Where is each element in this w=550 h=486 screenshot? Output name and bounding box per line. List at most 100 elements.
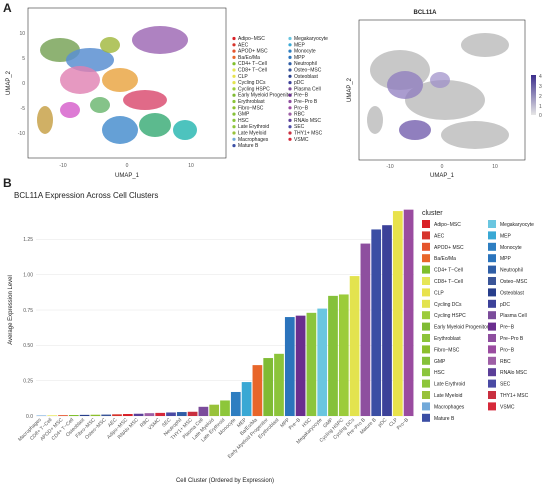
legend-swatch [422, 265, 430, 274]
umap-legend-dot [288, 62, 292, 66]
umap-right-xtick: -10 [386, 164, 393, 170]
umap-legend-dot [288, 118, 292, 122]
grey-cloud [461, 33, 509, 57]
umap-legend-dot [288, 49, 292, 53]
bar [360, 243, 371, 416]
umap-legend-dot [232, 55, 236, 60]
legend-swatch [422, 402, 430, 411]
x-tick-label: AEC [107, 417, 119, 429]
umap-legend-dot [232, 125, 236, 129]
legend-swatch [422, 379, 430, 388]
umap-left-ylabel: UMAP_2 [6, 70, 12, 95]
bar [144, 413, 155, 416]
umap-legend-label: Osteoblast [294, 74, 319, 80]
x-tick-label: Pre−B [288, 417, 303, 432]
legend-label: Late Myeloid [434, 393, 463, 399]
bar [220, 400, 230, 416]
legend-swatch [488, 345, 496, 354]
x-tick-label: Pro−B [396, 417, 411, 432]
umap-right-points [367, 33, 509, 149]
colorbar-tick: 3 [539, 84, 542, 90]
legend-swatch [488, 334, 496, 342]
cluster-blob [60, 66, 100, 94]
y-tick-label: 1.00 [23, 272, 33, 278]
y-tick-label: 0.75 [23, 308, 33, 314]
bar [68, 415, 79, 416]
x-tick-label: CLP [388, 417, 400, 429]
legend-label: RNAlo MSC [500, 370, 527, 376]
legend-swatch [422, 322, 430, 331]
umap-left-ytick: 0 [22, 81, 25, 87]
umap-right-xtick: 0 [441, 164, 444, 170]
bar [392, 211, 403, 416]
colorbar-tick: 4 [539, 74, 542, 80]
umap-legend-label: THY1+ MSC [294, 131, 323, 137]
legend-swatch [488, 368, 496, 377]
umap-legend-label: CD4+ T−Cell [238, 61, 267, 67]
umap-legend-dot [288, 36, 292, 41]
umap-legend-label: AEC [238, 42, 249, 48]
grey-cloud [441, 121, 509, 149]
cluster-blob [102, 68, 138, 92]
legend-swatch [488, 356, 496, 365]
legend-swatch [422, 299, 430, 308]
legend-label: CD4+ T−Cell [434, 268, 463, 274]
umap-legend-label: Early Myeloid Progenitor [238, 93, 293, 99]
bar [382, 225, 392, 416]
legend-label: MPP [500, 256, 512, 262]
umap-legend-label: GMP [238, 112, 250, 118]
legend-swatch [422, 391, 430, 399]
umap-legend-dot [232, 99, 236, 104]
bar [371, 229, 382, 416]
y-tick-label: 0.50 [23, 343, 33, 349]
umap-legend-dot [232, 112, 236, 116]
legend-swatch [488, 391, 496, 399]
umap-left-clusters [37, 26, 197, 144]
cluster-blob [66, 48, 114, 72]
umap-left-ytick: -10 [18, 131, 25, 137]
legend-swatch [422, 277, 430, 285]
x-tick-label: VSMC [147, 417, 162, 432]
legend-title: cluster [422, 210, 443, 217]
umap-legend-label: CLP [238, 74, 248, 80]
bar [58, 415, 68, 416]
legend-label: Fibro−MSC [434, 347, 460, 353]
legend-label: Cycling DCs [434, 302, 462, 308]
legend-swatch [488, 379, 496, 388]
umap-legend-dot [232, 68, 236, 72]
panel-b-letter: B [3, 176, 12, 190]
bar [36, 415, 47, 416]
umap-legend-label: Late Erythroid [238, 124, 269, 130]
legend-label: Pre−B [500, 325, 515, 331]
x-tick-label: pDC [377, 417, 389, 429]
y-tick-label: 0.25 [23, 378, 33, 384]
bar [101, 414, 112, 416]
x-tick-label: HSC [301, 417, 313, 429]
legend-swatch [422, 254, 430, 263]
legend-label: APOD+ MSC [434, 245, 464, 251]
umap-legend-dot [288, 68, 292, 72]
bar [230, 391, 241, 416]
legend-label: Monocyte [500, 245, 522, 251]
legend-swatch [488, 231, 496, 240]
bar [112, 414, 122, 416]
umap-legend-dot [232, 118, 236, 122]
legend-swatch [488, 254, 496, 263]
bar [176, 412, 187, 416]
bar [122, 414, 133, 416]
legend-label: Late Erythroid [434, 382, 465, 388]
legend-label: THY1+ MSC [500, 393, 529, 399]
cluster-blob [37, 106, 53, 134]
legend-label: VSMC [500, 404, 515, 410]
grey-cloud [405, 80, 485, 120]
cluster-blob [123, 90, 167, 110]
legend-swatch [422, 334, 430, 342]
legend-swatch [422, 220, 430, 228]
bar [274, 353, 284, 416]
cluster-blob [100, 37, 120, 53]
umap-legend-dot [232, 93, 236, 97]
expression-colorbar [531, 75, 536, 115]
legend-label: CLP [434, 290, 444, 296]
umap-legend-label: MPP [294, 55, 306, 61]
umap-legend-dot [232, 62, 236, 66]
